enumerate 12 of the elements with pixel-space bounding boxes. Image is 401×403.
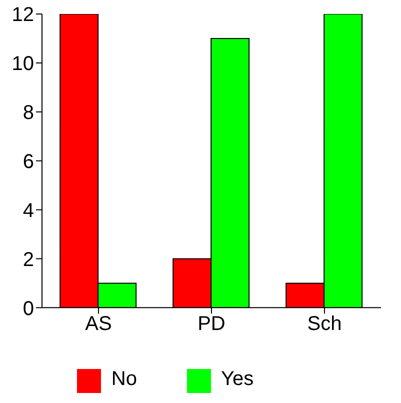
x-tick-label: AS: [85, 312, 112, 335]
y-tick-label: 0: [22, 298, 34, 320]
y-tick-label: 12: [12, 4, 34, 26]
y-tick-label: 6: [22, 150, 34, 173]
legend-label: No: [111, 368, 137, 390]
y-tick-label: 4: [22, 200, 34, 222]
y-tick-label: 8: [22, 102, 34, 124]
y-tick-label: 10: [12, 53, 34, 76]
legend-label: Yes: [220, 368, 254, 390]
x-tick-label: PD: [198, 312, 226, 335]
x-tick-label: Sch: [307, 312, 342, 335]
y-tick-label: 2: [22, 248, 34, 271]
